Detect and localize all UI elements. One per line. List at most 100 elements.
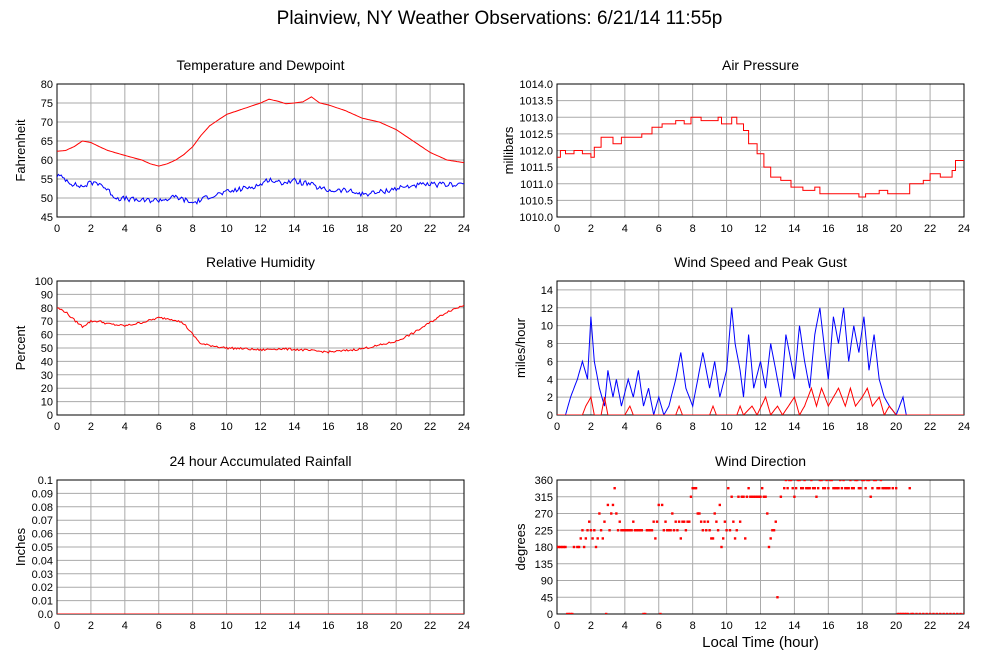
y-tick-label: 80 [41,303,53,315]
data-point [752,495,755,498]
x-tick-label: 6 [156,421,162,433]
x-tick-label: 12 [754,223,766,235]
chart-rain: 0 2 4 6 8 10 12 14 16 18 20 22 240.00.010.020.030.04… [13,453,470,632]
data-point [886,486,889,490]
chart-title: Relative Humidity [206,254,315,270]
data-point [901,612,905,614]
x-tick-label: 20 [390,421,402,433]
x-tick-label: 18 [356,421,368,433]
y-tick-label: 4 [547,374,553,386]
data-point [603,520,606,523]
data-point [935,612,939,614]
data-point [674,520,677,523]
plot-frame [56,83,465,218]
data-point [876,486,879,490]
x-tick-label: 10 [720,421,732,433]
data-point [745,495,749,498]
y-tick-label: 0.1 [38,475,53,487]
data-point [776,596,779,599]
data-point [842,480,845,482]
data-point [922,612,925,614]
data-point [883,486,886,490]
x-tick-label: 2 [88,620,94,632]
data-point [749,495,752,498]
data-point [633,529,637,532]
data-point [762,495,766,498]
data-point [867,480,871,482]
x-tick-label: 18 [856,223,868,235]
chart-title: Temperature and Dewpoint [176,57,344,73]
x-tick-label: 12 [254,620,266,632]
x-tick-label: 16 [322,223,334,235]
data-point [813,486,816,490]
data-point [794,486,798,490]
y-tick-label: 90 [41,289,53,301]
x-tick-label: 10 [720,223,732,235]
data-point [900,612,903,614]
data-point [620,529,623,532]
x-tick-label: 22 [424,620,436,632]
data-point [650,529,654,532]
data-point [737,495,740,498]
data-point [616,529,620,532]
data-point [755,495,759,498]
data-point [643,612,647,614]
data-point [606,503,610,507]
plot-frame [56,280,465,416]
data-point [830,480,833,482]
chart-title: Wind Direction [715,453,806,469]
x-tick-label: 20 [390,223,402,235]
data-point [615,512,618,515]
data-point [703,520,706,523]
data-point [637,529,640,532]
data-point [693,486,696,490]
data-point [769,537,772,540]
data-point [591,537,594,540]
data-point [672,529,676,532]
data-point [682,520,686,523]
x-tick-label: 16 [822,620,834,632]
data-point [857,486,861,490]
data-point [601,537,604,540]
y-tick-label: 1011.0 [520,179,553,191]
x-tick-label: 12 [254,421,266,433]
y-tick-label: 135 [535,559,553,571]
data-point [649,529,652,532]
y-tick-label: 1014.0 [519,79,553,91]
data-point [864,486,867,490]
data-point [786,486,789,490]
data-point [645,529,649,532]
x-tick-label: 24 [958,620,970,632]
x-tick-label: 4 [122,421,128,433]
data-point [681,520,684,523]
x-tick-label: 4 [122,620,128,632]
data-point [839,480,842,482]
data-point [764,495,767,498]
x-tick-label: 8 [690,421,696,433]
x-tick-label: 14 [288,620,300,632]
y-tick-label: 1012.0 [519,146,553,158]
data-point [818,480,822,482]
data-point [576,545,579,549]
data-point [788,480,791,482]
y-tick-label: 60 [41,330,53,342]
data-point [611,503,615,507]
y-tick-label: 10 [41,397,53,409]
y-tick-label: 1012.5 [519,129,553,141]
data-point [791,486,794,490]
x-tick-label: 0 [54,421,60,433]
y-tick-label: 20 [41,383,53,395]
data-point [630,529,633,532]
data-point [906,612,910,614]
y-tick-label: 60 [41,155,53,167]
y-tick-label: 14 [541,285,553,297]
data-point [772,529,776,532]
x-tick-label: 8 [190,421,196,433]
x-tick-label: 0 [54,223,60,235]
y-axis-label: degrees [513,523,528,570]
data-point [642,612,645,614]
data-point [820,480,823,482]
data-point [854,480,857,482]
data-point [584,537,588,540]
